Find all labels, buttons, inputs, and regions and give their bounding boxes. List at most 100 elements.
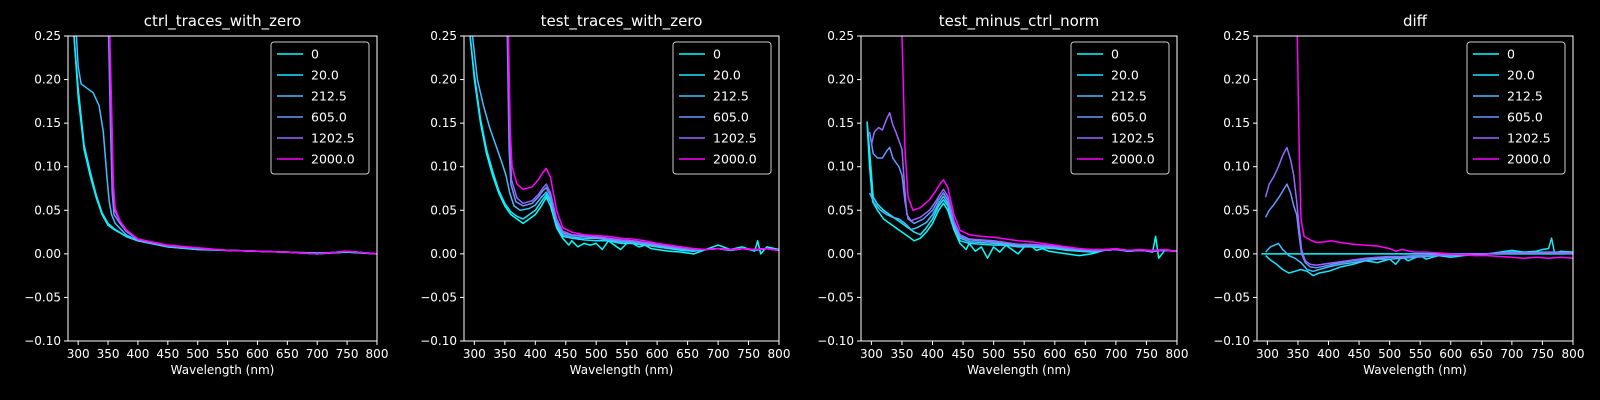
legend-label: 0 [1507, 47, 1515, 62]
x-tick-label: 350 [1286, 347, 1309, 361]
y-tick-label: −0.05 [420, 290, 457, 304]
x-tick-label: 800 [768, 347, 791, 361]
chart-panel-1: 300 350 400 450 500 550 600 650 700 750 800 −0.10 −0… [420, 12, 790, 377]
legend-label: 2000.0 [713, 152, 757, 167]
x-axis-label: Wavelength (nm) [967, 363, 1071, 377]
x-tick-label: 400 [126, 347, 149, 361]
y-tick-label: 0.25 [827, 29, 854, 43]
legend-label: 1202.5 [311, 131, 355, 146]
x-tick-label: 350 [493, 347, 516, 361]
chart-title: test_traces_with_zero [541, 12, 703, 31]
x-tick-label: 700 [306, 347, 329, 361]
y-tick-label: 0.05 [1223, 203, 1250, 217]
legend: 0 20.0 212.5 605.0 1202.5 2000.0 [1070, 41, 1170, 175]
x-tick-label: 600 [246, 347, 269, 361]
y-tick-label: 0.25 [34, 29, 61, 43]
series-line-2000.0 [507, 36, 779, 252]
series-line-1202.5 [1264, 146, 1573, 266]
x-axis-label: Wavelength (nm) [1363, 363, 1467, 377]
y-tick-label: −0.10 [420, 334, 457, 348]
legend: 0 20.0 212.5 605.0 1202.5 2000.0 [672, 41, 772, 175]
legend-label: 20.0 [1111, 68, 1139, 83]
series-line-1202.5 [870, 111, 1177, 252]
y-tick-label: 0.05 [430, 203, 457, 217]
legend-label: 1202.5 [1507, 131, 1551, 146]
x-tick-label: 750 [737, 347, 760, 361]
legend-label: 1202.5 [713, 131, 757, 146]
y-tick-label: 0.00 [430, 247, 457, 261]
x-tick-label: 650 [1470, 347, 1493, 361]
series-group [1261, 36, 1573, 277]
axes-frame [860, 35, 1178, 342]
legend-label: 20.0 [311, 68, 339, 83]
x-tick-label: 500 [186, 347, 209, 361]
x-tick-label: 550 [216, 347, 239, 361]
legend: 0 20.0 212.5 605.0 1202.5 2000.0 [1466, 41, 1566, 175]
x-tick-label: 700 [1500, 347, 1523, 361]
y-tick-label: 0.10 [827, 160, 854, 174]
x-tick-label: 450 [1348, 347, 1371, 361]
chart-title: ctrl_traces_with_zero [144, 12, 301, 31]
y-tick-label: 0.05 [827, 203, 854, 217]
chart-panel-2: 300 350 400 450 500 550 600 650 700 750 800 −0.10 −0… [817, 12, 1188, 377]
legend-label: 605.0 [713, 110, 749, 125]
x-axis-label: Wavelength (nm) [570, 363, 674, 377]
legend-label: 2000.0 [1507, 152, 1551, 167]
legend-label: 20.0 [1507, 68, 1535, 83]
x-tick-label: 700 [707, 347, 730, 361]
legend-label: 0 [311, 47, 319, 62]
y-tick-label: 0.00 [34, 247, 61, 261]
x-tick-label: 350 [890, 347, 913, 361]
x-tick-label: 800 [1166, 347, 1189, 361]
y-tick-label: 0.20 [430, 73, 457, 87]
x-tick-label: 500 [585, 347, 608, 361]
series-line-0 [469, 36, 779, 255]
x-tick-label: 300 [860, 347, 883, 361]
y-tick-label: 0.15 [827, 116, 854, 130]
axes-frame [1256, 35, 1574, 342]
chart-panel-3: 300 350 400 450 500 550 600 650 700 750 800 −0.10 −0… [1213, 12, 1584, 377]
x-tick-label: 650 [1074, 347, 1097, 361]
legend-label: 212.5 [311, 89, 347, 104]
y-tick-label: 0.00 [1223, 247, 1250, 261]
x-tick-label: 500 [1378, 347, 1401, 361]
x-axis-label: Wavelength (nm) [171, 363, 275, 377]
series-group [73, 36, 377, 255]
x-tick-label: 500 [982, 347, 1005, 361]
x-tick-label: 550 [1409, 347, 1432, 361]
x-tick-label: 400 [1317, 347, 1340, 361]
x-tick-label: 550 [615, 347, 638, 361]
x-tick-label: 600 [1439, 347, 1462, 361]
y-tick-label: −0.10 [1213, 334, 1250, 348]
axes-frame [67, 35, 378, 342]
y-tick-label: 0.15 [1223, 116, 1250, 130]
series-line-2000.0 [901, 36, 1177, 252]
y-tick-label: 0.15 [430, 116, 457, 130]
y-tick-label: 0.25 [1223, 29, 1250, 43]
y-tick-label: 0.00 [827, 247, 854, 261]
series-line-2000.0 [1296, 36, 1573, 259]
legend-label: 605.0 [1111, 110, 1147, 125]
x-tick-label: 400 [524, 347, 547, 361]
x-tick-label: 300 [463, 347, 486, 361]
x-tick-label: 800 [1562, 347, 1585, 361]
y-tick-label: 0.20 [1223, 73, 1250, 87]
y-tick-label: 0.10 [430, 160, 457, 174]
y-tick-label: −0.10 [24, 334, 61, 348]
legend-label: 605.0 [1507, 110, 1543, 125]
x-tick-label: 350 [97, 347, 120, 361]
legend-label: 212.5 [1111, 89, 1147, 104]
x-tick-label: 550 [1013, 347, 1036, 361]
x-tick-label: 300 [67, 347, 90, 361]
y-tick-label: 0.20 [34, 73, 61, 87]
y-tick-label: −0.05 [24, 290, 61, 304]
x-tick-label: 700 [1104, 347, 1127, 361]
x-tick-label: 800 [366, 347, 389, 361]
x-tick-label: 400 [921, 347, 944, 361]
x-tick-label: 450 [554, 347, 577, 361]
x-tick-label: 600 [1043, 347, 1066, 361]
series-group [866, 36, 1177, 259]
legend-label: 2000.0 [311, 152, 355, 167]
